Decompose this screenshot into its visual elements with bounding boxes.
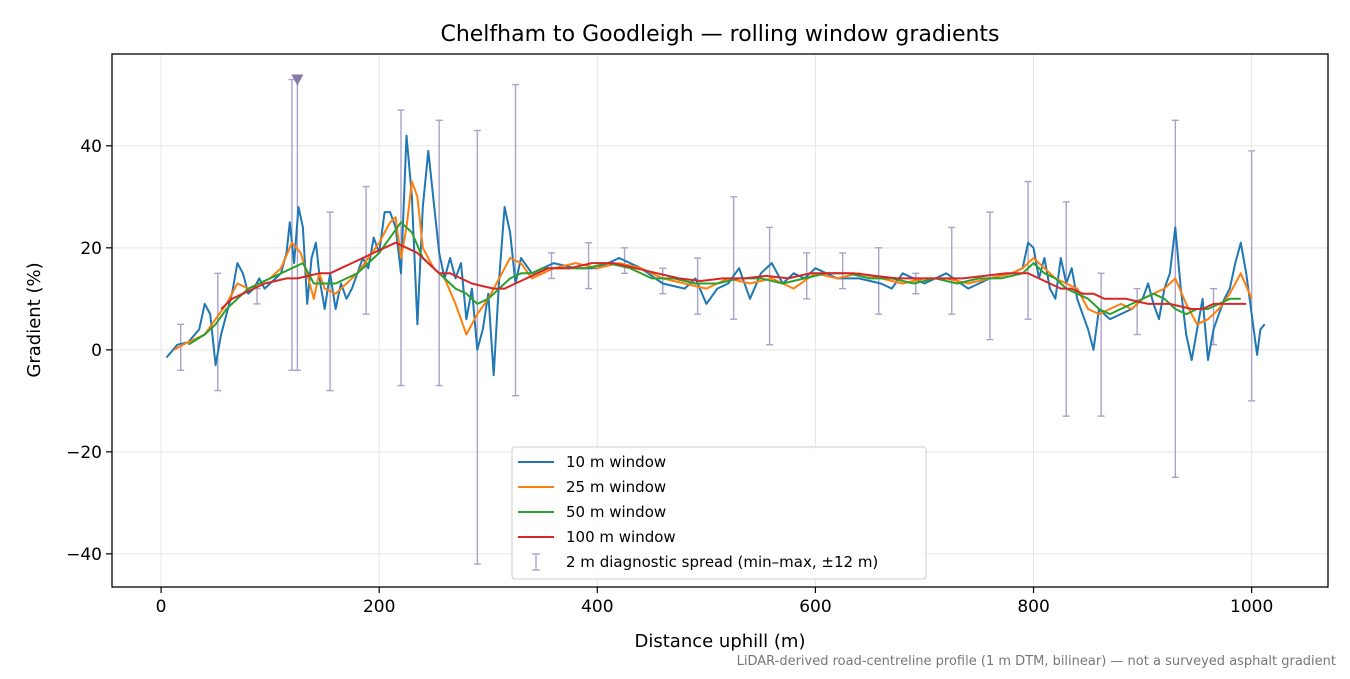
- spread-bar: [177, 323, 185, 371]
- spread-bar: [766, 226, 774, 346]
- y-tick-label: −40: [66, 545, 102, 565]
- series-lines: [165, 134, 1266, 377]
- spread-bar: [397, 109, 405, 387]
- spread-bar: [214, 272, 222, 392]
- y-tick-label: 40: [80, 137, 102, 157]
- spread-bar: [948, 226, 956, 315]
- series-line-4: [220, 241, 1247, 310]
- x-tick-label: 1000: [1230, 597, 1273, 617]
- legend-label: 25 m window: [566, 478, 666, 496]
- y-tick-label: 20: [80, 239, 102, 259]
- spread-bar: [548, 252, 556, 280]
- legend-box: [511, 446, 927, 580]
- legend-item: 10 m window: [518, 453, 666, 471]
- x-axis-ticks: 0 200 400 600 800 1000: [156, 587, 1273, 617]
- spread-bar: [1024, 180, 1032, 320]
- footnote: LiDAR-derived road-centreline profile (1…: [737, 654, 1336, 669]
- spread-bar: [253, 287, 261, 305]
- y-axis-ticks: −40 −20 0 20 40: [66, 137, 112, 565]
- spread-bar: [326, 211, 334, 392]
- x-tick-label: 200: [363, 597, 395, 617]
- y-tick-label: 0: [91, 341, 102, 361]
- x-tick-label: 0: [156, 597, 167, 617]
- legend-label: 10 m window: [566, 453, 666, 471]
- spread-bar: [1133, 287, 1141, 336]
- series-line-3: [187, 221, 1241, 346]
- y-axis-label: Gradient (%): [24, 262, 45, 377]
- x-axis-label: Distance uphill (m): [635, 631, 806, 652]
- spread-bar: [839, 252, 847, 290]
- legend-item: 2 m diagnostic spread (min–max, ±12 m): [532, 553, 878, 571]
- spread-bar: [362, 185, 370, 315]
- legend: 10 m window 25 m window 50 m window 100 m w…: [511, 446, 927, 580]
- chart-title: Chelfham to Goodleigh — rolling window g…: [440, 22, 999, 47]
- spread-bar: [1062, 201, 1070, 417]
- legend-item: 25 m window: [518, 478, 666, 496]
- legend-label: 50 m window: [566, 503, 666, 521]
- spread-bar: [875, 247, 883, 315]
- spread-bar: [1171, 119, 1179, 479]
- y-tick-label: −20: [66, 443, 102, 463]
- legend-item: 50 m window: [518, 503, 666, 521]
- spread-bar: [1097, 272, 1105, 417]
- legend-label: 2 m diagnostic spread (min–max, ±12 m): [566, 553, 878, 571]
- series-line-2: [173, 180, 1253, 351]
- spread-errorbars: [177, 74, 1256, 565]
- spread-bar: [730, 196, 738, 320]
- outlier-marker: [291, 74, 304, 86]
- spread-bar: [1248, 150, 1256, 402]
- x-tick-label: 800: [1017, 597, 1049, 617]
- x-tick-label: 600: [799, 597, 831, 617]
- series-line-1: [165, 134, 1266, 377]
- legend-item: 100 m window: [518, 528, 676, 546]
- spread-bar: [512, 83, 520, 397]
- x-tick-label: 400: [581, 597, 613, 617]
- spread-bar: [659, 267, 667, 295]
- legend-label: 100 m window: [566, 528, 676, 546]
- plot-area: [111, 53, 1329, 588]
